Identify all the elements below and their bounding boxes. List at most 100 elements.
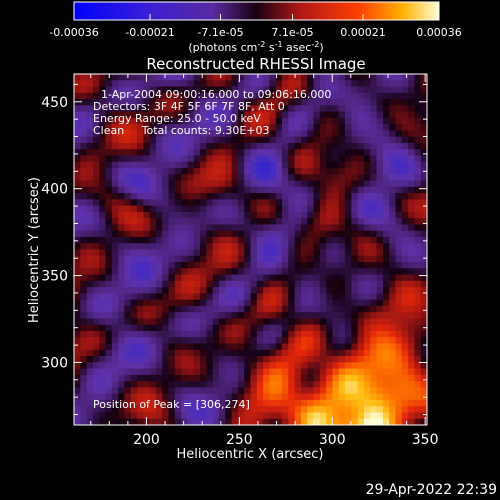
heatmap-cell	[92, 387, 100, 395]
heatmap-cell	[105, 343, 113, 351]
heatmap-cell	[92, 293, 100, 301]
heatmap-cell	[414, 161, 422, 169]
heatmap-cell	[168, 418, 176, 425]
heatmap-cell	[288, 280, 296, 288]
heatmap-cell	[256, 399, 264, 407]
heatmap-cell	[124, 99, 132, 106]
heatmap-cell	[288, 117, 296, 125]
heatmap-cell	[389, 149, 397, 157]
heatmap-cell	[408, 305, 415, 313]
heatmap-cell	[143, 362, 151, 370]
heatmap-cell	[326, 136, 334, 144]
heatmap-cell	[149, 293, 157, 301]
heatmap-cell	[181, 174, 189, 182]
heatmap-cell	[256, 255, 264, 263]
heatmap-cell	[86, 124, 94, 132]
heatmap-cell	[137, 80, 144, 88]
heatmap-cell	[200, 356, 207, 363]
heatmap-cell	[124, 349, 132, 357]
heatmap-cell	[92, 287, 100, 294]
heatmap-cell	[187, 105, 195, 113]
heatmap-cell	[206, 130, 214, 138]
heatmap-cell	[105, 111, 113, 119]
heatmap-cell	[389, 381, 397, 388]
heatmap-cell	[193, 418, 201, 425]
heatmap-cell	[376, 337, 384, 345]
heatmap-cell	[376, 374, 384, 382]
heatmap-cell	[231, 136, 239, 144]
heatmap-cell	[357, 149, 365, 157]
heatmap-cell	[92, 130, 100, 138]
heatmap-cell	[313, 149, 321, 157]
heatmap-cell	[282, 318, 289, 326]
heatmap-cell	[414, 99, 422, 106]
heatmap-cell	[118, 136, 126, 144]
heatmap-cell	[244, 180, 252, 188]
heatmap-cell	[212, 274, 220, 282]
heatmap-cell	[332, 180, 340, 188]
colorbar-tick-label: 0.00036	[416, 26, 462, 39]
heatmap-cell	[351, 249, 359, 257]
heatmap-cell	[225, 205, 233, 213]
heatmap-cell	[408, 337, 415, 345]
heatmap-cell	[395, 343, 403, 351]
heatmap-cell	[288, 330, 296, 338]
heatmap-cell	[124, 262, 132, 269]
y-tick-label: 400	[41, 182, 68, 198]
heatmap-cell	[282, 111, 289, 119]
heatmap-cell	[288, 193, 296, 200]
heatmap-cell	[401, 155, 409, 163]
heatmap-cell	[155, 218, 163, 226]
heatmap-cell	[244, 362, 252, 370]
heatmap-cell	[149, 268, 157, 276]
heatmap-cell	[137, 249, 144, 257]
heatmap-cell	[137, 418, 144, 425]
heatmap-cell	[187, 299, 195, 307]
heatmap-cell	[86, 330, 94, 338]
heatmap-cell	[80, 374, 88, 382]
heatmap-cell	[382, 149, 390, 157]
heatmap-cell	[326, 312, 334, 320]
heatmap-cell	[130, 168, 138, 175]
heatmap-cell	[263, 274, 271, 282]
heatmap-cell	[420, 211, 427, 219]
heatmap-cell	[105, 356, 113, 363]
heatmap-cell	[99, 362, 107, 370]
heatmap-cell	[92, 161, 100, 169]
heatmap-cell	[181, 99, 189, 106]
heatmap-cell	[143, 374, 151, 382]
heatmap-cell	[345, 318, 352, 326]
heatmap-cell	[376, 318, 384, 326]
heatmap-cell	[99, 406, 107, 414]
heatmap-cell	[370, 399, 378, 407]
heatmap-cell	[105, 199, 113, 207]
heatmap-cell	[231, 80, 239, 88]
heatmap-cell	[218, 193, 226, 200]
heatmap-cell	[187, 362, 195, 370]
heatmap-cell	[294, 268, 302, 276]
heatmap-cell	[269, 418, 277, 425]
heatmap-cell	[174, 80, 182, 88]
heatmap-cell	[162, 218, 170, 226]
heatmap-cell	[282, 418, 289, 425]
annotation-total-counts: Clean Total counts: 9.30E+03	[93, 124, 270, 137]
heatmap-cell	[181, 105, 189, 113]
heatmap-cell	[370, 362, 378, 370]
heatmap-cell	[332, 186, 340, 194]
heatmap-cell	[319, 111, 327, 119]
heatmap-cell	[263, 236, 271, 244]
heatmap-cell	[80, 349, 88, 357]
heatmap-cell	[256, 381, 264, 388]
heatmap-cell	[332, 412, 340, 420]
heatmap-cell	[401, 262, 409, 269]
heatmap-cell	[408, 293, 415, 301]
heatmap-cell	[326, 343, 334, 351]
heatmap-cell	[263, 149, 271, 157]
heatmap-cell	[313, 236, 321, 244]
heatmap-cell	[256, 174, 264, 182]
heatmap-cell	[256, 92, 264, 100]
heatmap-cell	[174, 368, 182, 376]
heatmap-cell	[300, 211, 308, 219]
heatmap-cell	[338, 218, 346, 226]
heatmap-cell	[256, 274, 264, 282]
